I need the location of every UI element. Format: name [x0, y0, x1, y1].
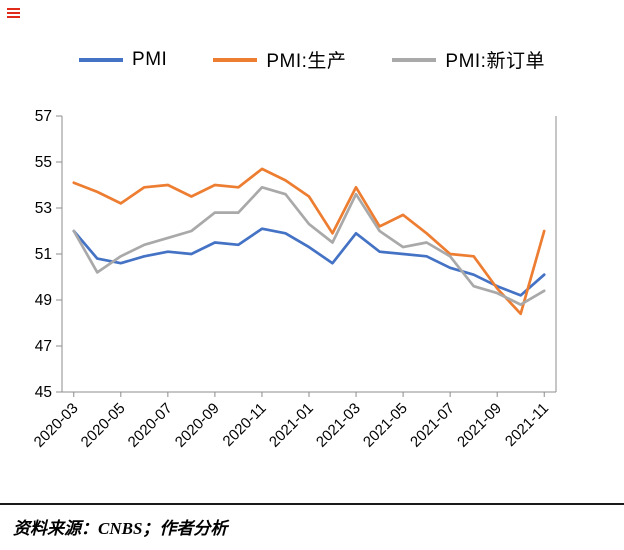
y-tick-label: 55 — [35, 154, 52, 171]
y-tick-label: 47 — [35, 338, 52, 355]
legend-label-pmi-new-orders: PMI:新订单 — [445, 51, 545, 72]
x-tick-label: 2021-01 — [266, 400, 317, 451]
legend-item-pmi-production: PMI:生产 — [213, 46, 346, 73]
x-tick-label: 2021-11 — [502, 400, 552, 450]
red-menu-icon — [7, 8, 21, 20]
y-tick-label: 51 — [35, 246, 52, 263]
x-tick-label: 2020-11 — [220, 400, 270, 450]
x-tick-label: 2020-05 — [78, 400, 129, 451]
x-tick-label: 2021-07 — [407, 400, 458, 451]
legend-label-pmi: PMI — [132, 48, 168, 70]
legend-item-pmi-new-orders: PMI:新订单 — [392, 46, 545, 73]
x-tick-label: 2020-07 — [125, 400, 176, 451]
y-tick-label: 53 — [35, 200, 52, 217]
legend-marker-pmi-production — [213, 57, 258, 62]
x-tick-label: 2020-09 — [172, 400, 223, 451]
legend-marker-pmi — [79, 57, 124, 62]
y-tick-label: 57 — [35, 108, 52, 125]
legend-marker-pmi-new-orders — [392, 57, 437, 62]
chart-legend: PMI PMI:生产 PMI:新订单 — [0, 46, 624, 73]
x-tick-label: 2021-05 — [360, 400, 411, 451]
y-tick-label: 45 — [35, 384, 52, 401]
legend-label-pmi-production: PMI:生产 — [266, 51, 347, 72]
series-line-0 — [72, 227, 546, 297]
legend-item-pmi: PMI — [79, 49, 167, 71]
y-tick-label: 49 — [35, 292, 52, 309]
pmi-line-chart: 454749515355572020-032020-052020-072020-… — [31, 108, 557, 451]
x-tick-label: 2021-09 — [454, 400, 505, 451]
x-tick-label: 2020-03 — [31, 400, 82, 451]
series-line-2 — [72, 185, 546, 306]
footer-divider — [0, 503, 624, 505]
x-tick-label: 2021-03 — [313, 400, 364, 451]
series-line-1 — [72, 167, 546, 316]
source-note: 资料来源：CNBS；作者分析 — [13, 519, 228, 538]
